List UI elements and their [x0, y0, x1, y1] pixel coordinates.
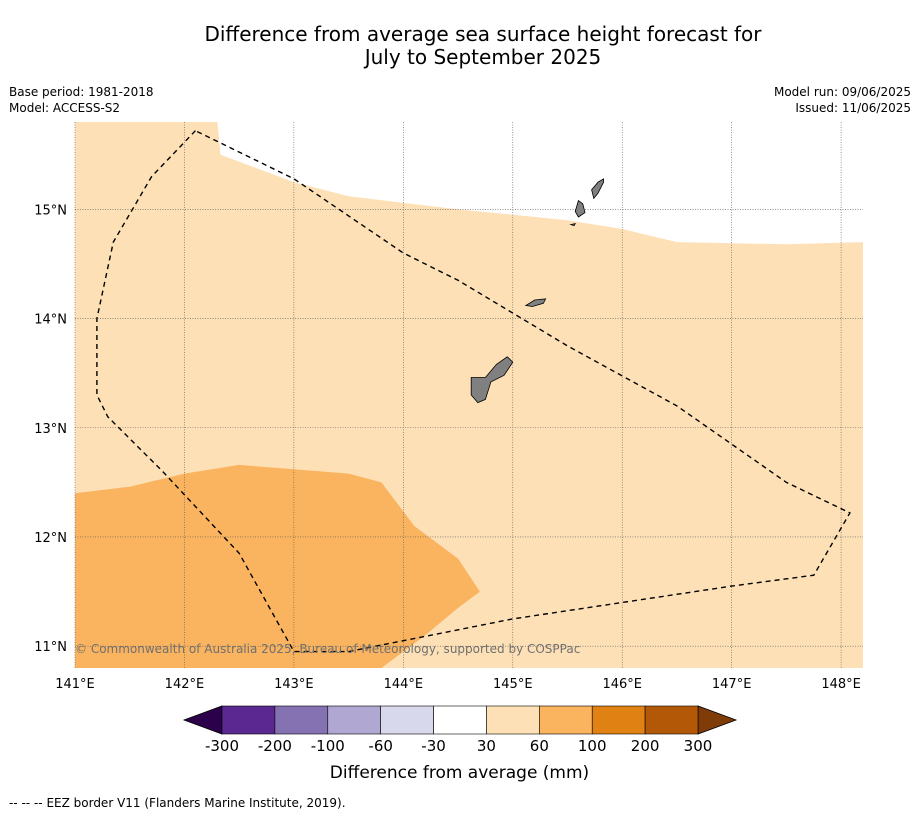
axis-ticks: 141°E 142°E 143°E 144°E 145°E 146°E 147°E 148°E…	[34, 203, 861, 692]
base-period-text: Base period: 1981-2018	[9, 85, 154, 99]
region-60-to-100	[75, 464, 480, 668]
legend-colorbar: -300 -200 -100 -60 -30 30 60 100 200 300	[182, 705, 738, 755]
legend-tick-label: -60	[368, 737, 393, 755]
legend-bin	[327, 705, 381, 735]
meta-left: Base period: 1981-2018 Model: ACCESS-S2	[9, 84, 154, 116]
island-guam	[470, 356, 514, 404]
legend-under-arrow	[182, 705, 223, 735]
legend-bin	[591, 705, 646, 735]
legend-tick-label: 60	[530, 737, 549, 755]
legend-tick-label: -300	[205, 737, 239, 755]
meta-right: Model run: 09/06/2025 Issued: 11/06/2025	[774, 84, 911, 116]
lon-tick-label: 147°E	[712, 677, 752, 692]
issued-text: Issued: 11/06/2025	[795, 101, 911, 115]
map-title-line1: Difference from average sea surface heig…	[204, 22, 762, 46]
legend-bin	[380, 705, 434, 735]
lat-tick-label: 13°N	[34, 422, 67, 437]
eez-legend-symbol: -- -- --	[9, 796, 43, 810]
legend-tick-label: -30	[421, 737, 446, 755]
legend-title: Difference from average (mm)	[330, 763, 589, 783]
eez-legend-text: EEZ border V11 (Flanders Marine Institut…	[46, 796, 346, 810]
model-run-text: Model run: 09/06/2025	[773, 85, 911, 99]
map-title-line2: July to September 2025	[364, 45, 602, 69]
lat-tick-label: 11°N	[34, 640, 67, 655]
model-text: Model: ACCESS-S2	[9, 101, 121, 115]
legend-tick-label: 300	[684, 737, 713, 755]
legend-bin	[433, 705, 487, 735]
map-title: Difference from average sea surface heig…	[0, 23, 919, 69]
legend-bin	[486, 705, 540, 735]
legend-over-arrow	[697, 705, 738, 735]
legend-tick-label: -200	[258, 737, 292, 755]
graticule	[74, 122, 863, 668]
legend-bin	[539, 705, 593, 735]
legend-bin	[644, 705, 699, 735]
legend-bin	[221, 705, 276, 735]
legend-tick-label: 30	[477, 737, 496, 755]
lon-tick-label: 145°E	[493, 677, 533, 692]
anomaly-regions	[75, 122, 863, 668]
island-aguijan	[569, 223, 576, 227]
legend-tick-label: 100	[578, 737, 607, 755]
legend-tick-label: 200	[631, 737, 660, 755]
lon-tick-label: 144°E	[384, 677, 424, 692]
lat-tick-label: 14°N	[34, 313, 67, 328]
lon-tick-label: 148°E	[821, 677, 861, 692]
legend-tick-label: -100	[311, 737, 345, 755]
lat-tick-label: 12°N	[34, 531, 67, 546]
legend-bin	[274, 705, 329, 735]
copyright-text: © Commonwealth of Australia 2025, Bureau…	[75, 642, 580, 656]
footer: -- -- -- EEZ border V11 (Flanders Marine…	[9, 796, 346, 810]
lat-tick-label: 15°N	[34, 203, 67, 218]
islands	[470, 178, 604, 404]
lon-tick-label: 146°E	[602, 677, 642, 692]
lon-tick-label: 143°E	[274, 677, 314, 692]
lon-tick-label: 142°E	[165, 677, 205, 692]
island-tinian	[574, 199, 586, 218]
island-saipan	[591, 178, 604, 200]
lon-tick-label: 141°E	[55, 677, 95, 692]
island-rota	[524, 298, 547, 307]
